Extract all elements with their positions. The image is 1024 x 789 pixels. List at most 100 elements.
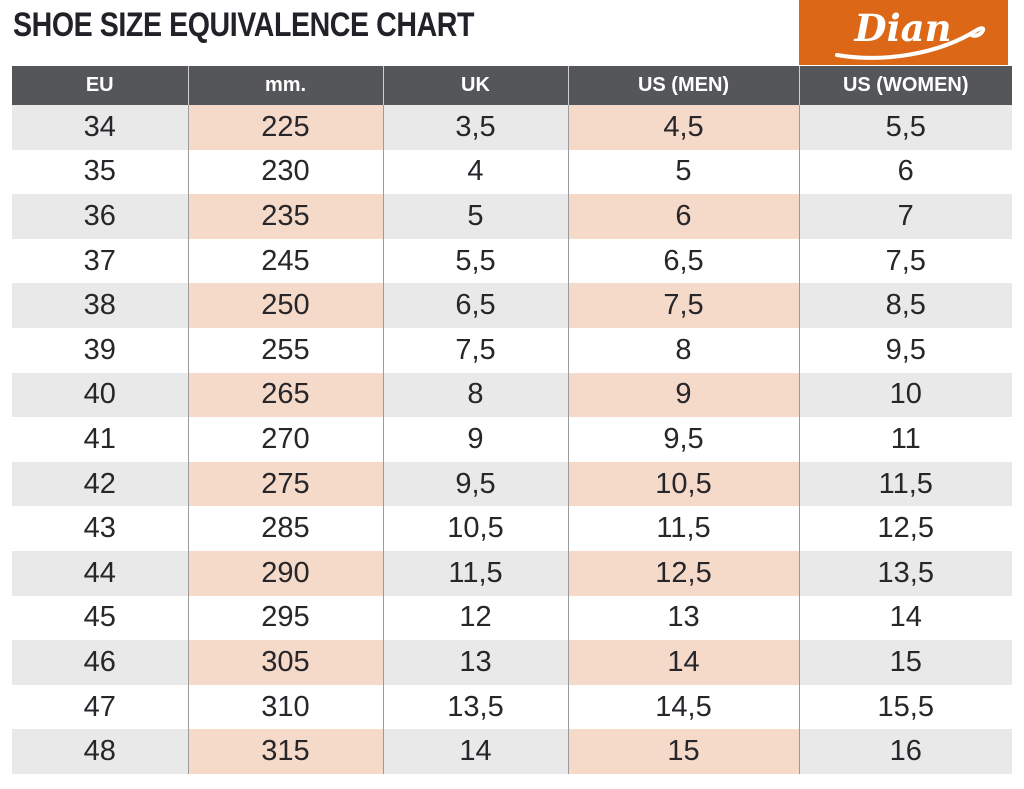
- table-cell: 250: [187, 283, 384, 328]
- table-cell: 255: [187, 327, 384, 373]
- table-body: 34 225 3,5 4,5 5,5 35 230 4 5 6 36 235 5 6 7 37 245 5,5 6,…: [12, 105, 1012, 774]
- table-row: 34 225 3,5 4,5 5,5: [12, 105, 1012, 150]
- table-cell: 235: [187, 194, 384, 239]
- table-cell: 9: [567, 372, 800, 418]
- table-cell: 310: [187, 684, 384, 730]
- table-cell: 5: [567, 149, 800, 195]
- table-cell: 10,5: [567, 461, 800, 507]
- table-cell: 12,5: [567, 550, 800, 596]
- table-cell: 34: [12, 105, 188, 150]
- table-cell: 5,5: [799, 105, 1012, 150]
- table-cell: 14: [567, 640, 800, 685]
- table-cell: 13,5: [799, 550, 1012, 596]
- table-row: 36 235 5 6 7: [12, 194, 1012, 239]
- table-cell: 6: [799, 149, 1012, 195]
- table-cell: 10,5: [383, 506, 568, 551]
- table-row: 37 245 5,5 6,5 7,5: [12, 238, 1012, 284]
- table-cell: 270: [187, 417, 384, 462]
- table-cell: 45: [12, 595, 188, 641]
- table-cell: 15,5: [799, 684, 1012, 730]
- table-cell: 35: [12, 149, 188, 195]
- table-cell: 11,5: [799, 461, 1012, 507]
- table-cell: 13: [383, 640, 568, 685]
- table-cell: 8: [383, 372, 568, 418]
- table-row: 44 290 11,5 12,5 13,5: [12, 550, 1012, 596]
- table-cell: 39: [12, 327, 188, 373]
- table-header: EU mm. UK US (MEN) US (WOMEN): [12, 66, 1012, 105]
- table-cell: 12,5: [799, 506, 1012, 551]
- table-cell: 9: [383, 417, 568, 462]
- table-cell: 6: [567, 194, 800, 239]
- column-header: mm.: [187, 66, 384, 105]
- table-cell: 275: [187, 461, 384, 507]
- table-cell: 15: [567, 729, 800, 774]
- table-cell: 7,5: [383, 327, 568, 373]
- table-cell: 290: [187, 550, 384, 596]
- table-cell: 47: [12, 684, 188, 730]
- table-row: 42 275 9,5 10,5 11,5: [12, 461, 1012, 507]
- table-cell: 36: [12, 194, 188, 239]
- table-cell: 8: [567, 327, 800, 373]
- table-cell: 7,5: [567, 283, 800, 328]
- table-cell: 245: [187, 238, 384, 284]
- table-cell: 43: [12, 506, 188, 551]
- table-cell: 5: [383, 194, 568, 239]
- table-row: 35 230 4 5 6: [12, 149, 1012, 195]
- table-cell: 37: [12, 238, 188, 284]
- size-chart-table: EU mm. UK US (MEN) US (WOMEN) 34 225 3,5 4,5 5,5…: [12, 66, 1012, 774]
- table-cell: 305: [187, 640, 384, 685]
- table-cell: 9,5: [567, 417, 800, 462]
- table-cell: 4: [383, 149, 568, 195]
- table-cell: 12: [383, 595, 568, 641]
- table-cell: 6,5: [567, 238, 800, 284]
- table-cell: 7: [799, 194, 1012, 239]
- table-cell: 44: [12, 550, 188, 596]
- table-row: 48 315 14 15 16: [12, 729, 1012, 774]
- table-cell: 7,5: [799, 238, 1012, 284]
- column-header: UK: [383, 66, 568, 105]
- table-cell: 11,5: [567, 506, 800, 551]
- table-cell: 9,5: [383, 461, 568, 507]
- table-row: 46 305 13 14 15: [12, 640, 1012, 685]
- header: SHOE SIZE EQUIVALENCE CHART Dian: [0, 0, 1024, 66]
- table-cell: 295: [187, 595, 384, 641]
- dian-logo-icon: Dian: [835, 6, 986, 60]
- table-row: 43 285 10,5 11,5 12,5: [12, 506, 1012, 551]
- table-row: 40 265 8 9 10: [12, 372, 1012, 418]
- table-cell: 16: [799, 729, 1012, 774]
- table-cell: 11,5: [383, 550, 568, 596]
- brand-logo: Dian: [799, 0, 1008, 65]
- table-cell: 285: [187, 506, 384, 551]
- column-header: US (MEN): [567, 66, 800, 105]
- table-cell: 9,5: [799, 327, 1012, 373]
- column-header: EU: [12, 66, 188, 105]
- table-cell: 10: [799, 372, 1012, 418]
- table-cell: 3,5: [383, 105, 568, 150]
- table-cell: 230: [187, 149, 384, 195]
- table-cell: 38: [12, 283, 188, 328]
- table-row: 41 270 9 9,5 11: [12, 417, 1012, 462]
- table-cell: 8,5: [799, 283, 1012, 328]
- table-row: 45 295 12 13 14: [12, 595, 1012, 641]
- table-cell: 225: [187, 105, 384, 150]
- table-cell: 14,5: [567, 684, 800, 730]
- table-cell: 13: [567, 595, 800, 641]
- table-cell: 11: [799, 417, 1012, 462]
- table-cell: 14: [383, 729, 568, 774]
- page-title: SHOE SIZE EQUIVALENCE CHART: [13, 6, 475, 44]
- table-cell: 315: [187, 729, 384, 774]
- table-cell: 265: [187, 372, 384, 418]
- column-header: US (WOMEN): [799, 66, 1012, 105]
- table-row: 38 250 6,5 7,5 8,5: [12, 283, 1012, 328]
- table-cell: 4,5: [567, 105, 800, 150]
- table-cell: 40: [12, 372, 188, 418]
- table-cell: 13,5: [383, 684, 568, 730]
- table-cell: 46: [12, 640, 188, 685]
- table-cell: 6,5: [383, 283, 568, 328]
- table-row: 47 310 13,5 14,5 15,5: [12, 684, 1012, 730]
- table-cell: 48: [12, 729, 188, 774]
- table-cell: 14: [799, 595, 1012, 641]
- table-cell: 41: [12, 417, 188, 462]
- table-cell: 42: [12, 461, 188, 507]
